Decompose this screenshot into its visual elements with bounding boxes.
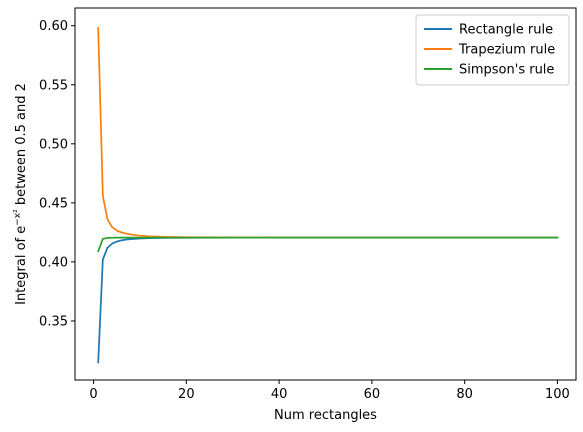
x-tick-label: 80: [456, 387, 473, 402]
legend-label-trapezium-rule: Trapezium rule: [458, 43, 555, 58]
x-axis: 0 20 40 60 80 100: [89, 380, 570, 402]
legend-label-rectangle-rule: Rectangle rule: [459, 23, 553, 38]
series-line-simpson-s-rule: [97, 236, 559, 253]
x-axis-label: Num rectangles: [274, 408, 377, 423]
plot-frame: [74, 7, 577, 381]
y-tick-label: 0.35: [39, 314, 68, 329]
legend-label-simpsons-rule: Simpson's rule: [459, 63, 554, 78]
legend-box: [415, 14, 570, 86]
y-tick-label: 0.40: [39, 255, 68, 270]
y-axis-label-base: Integral of e: [14, 226, 29, 305]
x-tick-label: 20: [178, 387, 195, 402]
series-layer: [97, 27, 559, 364]
y-tick-label: 0.60: [39, 19, 68, 34]
y-axis: 0.35 0.40 0.45 0.50 0.55 0.60: [39, 19, 75, 329]
x-tick-label: 40: [271, 387, 288, 402]
y-tick-label: 0.55: [39, 78, 68, 93]
y-tick-label: 0.45: [39, 196, 68, 211]
x-tick-label: 60: [364, 387, 381, 402]
y-axis-label-suffix: between 0.5 and 2: [14, 83, 29, 209]
y-tick-label: 0.50: [39, 137, 68, 152]
y-axis-label-superscript: −x²: [13, 209, 23, 226]
x-tick-label: 100: [545, 387, 570, 402]
x-tick-label: 0: [89, 387, 97, 402]
y-axis-label: Integral of e−x² between 0.5 and 2: [13, 83, 29, 305]
legend: Rectangle rule Trapezium rule Simpson's …: [415, 14, 570, 86]
